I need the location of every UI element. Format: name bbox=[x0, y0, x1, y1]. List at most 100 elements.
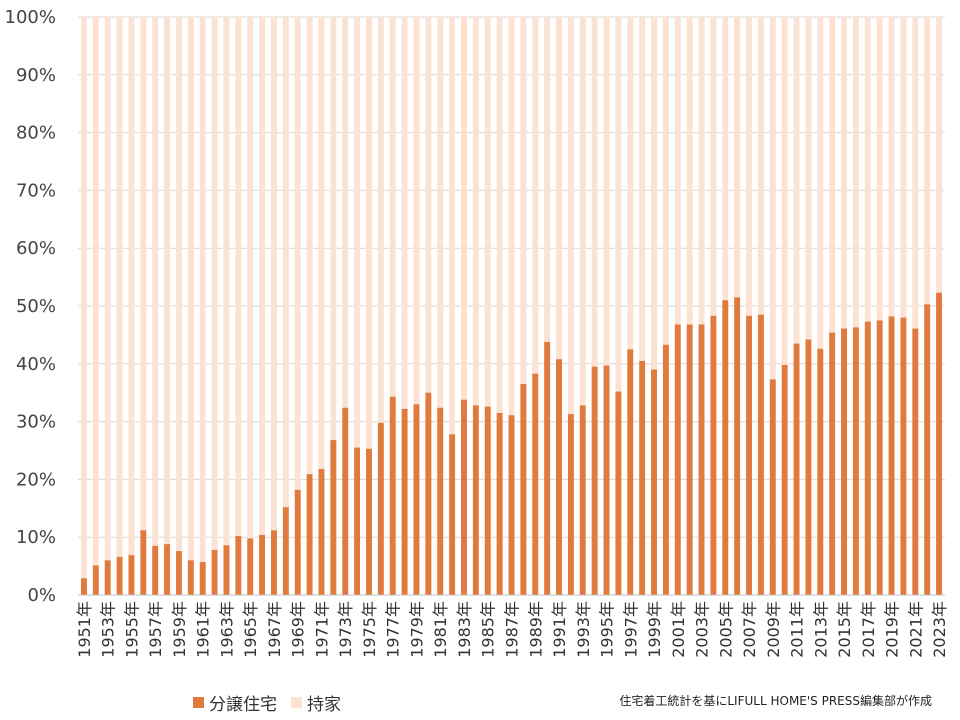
legend-label-bunjo: 分譲住宅 bbox=[209, 695, 277, 715]
bar-bunjo bbox=[164, 544, 171, 595]
bar-bunjo bbox=[425, 392, 432, 595]
bar-mochiie bbox=[401, 17, 408, 409]
bar-mochiie bbox=[449, 17, 456, 435]
x-tick-label: 1965年 bbox=[241, 601, 260, 658]
bar-bunjo bbox=[306, 474, 313, 595]
bar-bunjo bbox=[413, 404, 420, 595]
bar-bunjo bbox=[342, 407, 349, 595]
bar-bunjo bbox=[330, 440, 337, 595]
bar-mochiie bbox=[247, 17, 254, 539]
x-tick-label: 1967年 bbox=[265, 601, 284, 658]
x-tick-label: 1993年 bbox=[574, 601, 593, 658]
bar-mochiie bbox=[829, 17, 836, 333]
bar-mochiie bbox=[472, 17, 479, 406]
bar-mochiie bbox=[900, 17, 907, 318]
bar-mochiie bbox=[912, 17, 919, 329]
bar-bunjo bbox=[140, 530, 147, 595]
x-tick-label: 2007年 bbox=[740, 601, 759, 658]
bar-bunjo bbox=[496, 412, 503, 595]
bar-bunjo bbox=[449, 434, 456, 595]
bar-mochiie bbox=[461, 17, 467, 400]
y-axis: 0% 10% 20% 30% 40% 50% 60% 70% 80% 90% 100% bbox=[5, 7, 56, 606]
x-tick-label: 1987年 bbox=[503, 601, 522, 658]
bar-bunjo bbox=[270, 530, 277, 595]
bar-mochiie bbox=[306, 17, 313, 475]
y-tick-label: 70% bbox=[16, 180, 56, 201]
bar-mochiie bbox=[556, 17, 562, 360]
bar-bunjo bbox=[603, 365, 610, 595]
bar-bunjo bbox=[532, 373, 539, 595]
bar-bunjo bbox=[92, 565, 99, 595]
bar-mochiie bbox=[710, 17, 717, 316]
bar-bunjo bbox=[318, 468, 325, 595]
bar-bunjo bbox=[852, 327, 859, 595]
bar-bunjo bbox=[259, 534, 266, 595]
bar-bunjo bbox=[223, 545, 230, 595]
bar-bunjo bbox=[461, 399, 467, 595]
legend-swatch-bunjo bbox=[193, 697, 204, 708]
x-tick-label: 2005年 bbox=[716, 601, 735, 658]
bar-mochiie bbox=[639, 17, 646, 361]
bar-bunjo bbox=[841, 328, 848, 595]
x-tick-label: 1977年 bbox=[384, 601, 403, 658]
bar-bunjo bbox=[734, 297, 741, 595]
bar-mochiie bbox=[413, 17, 420, 405]
bar-mochiie bbox=[567, 17, 574, 415]
bar-mochiie bbox=[520, 17, 527, 385]
x-tick-label: 1955年 bbox=[122, 601, 141, 658]
y-tick-label: 20% bbox=[16, 469, 56, 490]
bar-bunjo bbox=[199, 562, 206, 595]
bar-mochiie bbox=[128, 17, 135, 556]
x-tick-label: 1957年 bbox=[146, 601, 165, 658]
bar-bunjo bbox=[591, 366, 598, 595]
legend-item-mochiie: 持家 bbox=[291, 690, 341, 715]
y-tick-label: 60% bbox=[16, 238, 56, 259]
bar-bunjo bbox=[746, 315, 753, 595]
x-tick-label: 2017年 bbox=[859, 601, 878, 658]
bar-mochiie bbox=[924, 17, 931, 305]
bar-bunjo bbox=[472, 405, 479, 595]
x-tick-label: 1975年 bbox=[360, 601, 379, 658]
bar-bunjo bbox=[674, 324, 681, 595]
bar-mochiie bbox=[294, 17, 301, 490]
bar-mochiie bbox=[615, 17, 622, 392]
bar-bunjo bbox=[817, 348, 824, 595]
bar-bunjo bbox=[698, 324, 705, 595]
x-tick-label: 1961年 bbox=[194, 601, 213, 658]
bar-bunjo bbox=[401, 408, 408, 595]
bar-mochiie bbox=[686, 17, 693, 325]
bar-mochiie bbox=[698, 17, 705, 325]
x-tick-label: 1981年 bbox=[431, 601, 450, 658]
bar-mochiie bbox=[282, 17, 289, 508]
x-tick-label: 2021年 bbox=[906, 601, 925, 658]
bar-mochiie bbox=[651, 17, 657, 370]
bar-bunjo bbox=[615, 391, 622, 595]
bar-mochiie bbox=[876, 17, 883, 321]
bar-bunjo bbox=[175, 551, 182, 595]
bar-bunjo bbox=[627, 349, 634, 595]
bar-bunjo bbox=[936, 292, 943, 595]
bar-bunjo bbox=[508, 415, 515, 595]
bar-bunjo bbox=[900, 317, 907, 595]
x-tick-label: 1971年 bbox=[312, 601, 331, 658]
x-tick-label: 1959年 bbox=[170, 601, 189, 658]
bar-bunjo bbox=[544, 341, 551, 595]
bar-mochiie bbox=[211, 17, 218, 550]
bar-bunjo bbox=[579, 405, 586, 595]
bar-mochiie bbox=[781, 17, 788, 365]
bar-mochiie bbox=[270, 17, 277, 531]
bar-mochiie bbox=[793, 17, 800, 344]
bar-mochiie bbox=[377, 17, 384, 423]
x-tick-label: 2019年 bbox=[883, 601, 902, 658]
x-tick-label: 2023年 bbox=[930, 601, 949, 658]
bar-mochiie bbox=[152, 17, 159, 546]
bar-mochiie bbox=[579, 17, 586, 406]
bar-mochiie bbox=[805, 17, 812, 340]
y-tick-label: 40% bbox=[16, 354, 56, 375]
bar-bunjo bbox=[924, 304, 931, 595]
legend-label-mochiie: 持家 bbox=[307, 695, 341, 715]
bar-mochiie bbox=[591, 17, 598, 367]
bar-mochiie bbox=[389, 17, 396, 397]
bar-mochiie bbox=[841, 17, 848, 329]
